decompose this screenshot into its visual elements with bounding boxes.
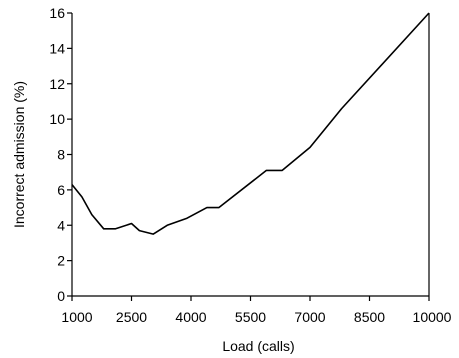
- y-tick-label: 0: [57, 288, 65, 304]
- x-tick-label: 2500: [116, 309, 147, 325]
- y-tick-label: 14: [49, 40, 65, 56]
- series-layer: [71, 12, 430, 235]
- x-tick-label: 8500: [354, 309, 385, 325]
- y-tick-label: 10: [49, 111, 65, 127]
- y-axis-ticks: 0 2 4 6 8 10 12 14 16: [49, 5, 72, 304]
- series-line: [71, 12, 430, 235]
- x-tick-label: 7000: [294, 309, 325, 325]
- y-tick-label: 12: [49, 76, 65, 92]
- y-tick-label: 2: [57, 253, 65, 269]
- y-tick-label: 4: [57, 217, 65, 233]
- y-tick-label: 16: [49, 5, 65, 21]
- x-axis-ticks: 1000 2500 4000 5500 7000 8500 10000: [61, 296, 452, 325]
- x-tick-label: 10000: [413, 309, 452, 325]
- y-axis-title: Incorrect admission (%): [11, 81, 27, 228]
- x-tick-label: 5500: [235, 309, 266, 325]
- plot-frame: [71, 13, 430, 297]
- x-tick-label: 1000: [61, 309, 92, 325]
- y-tick-label: 6: [57, 182, 65, 198]
- x-axis-title: Load (calls): [222, 338, 294, 354]
- y-tick-label: 8: [57, 147, 65, 163]
- x-tick-label: 4000: [175, 309, 206, 325]
